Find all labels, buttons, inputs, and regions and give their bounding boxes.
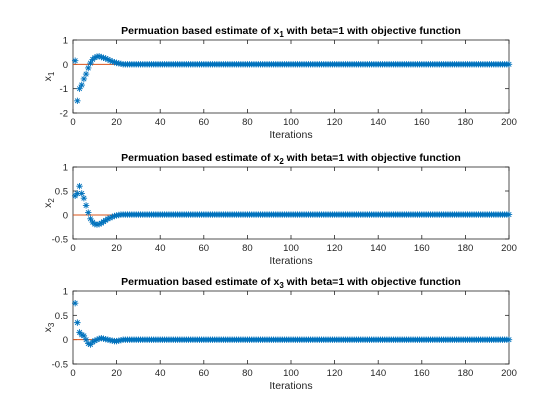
- chart-title-main: Permuation based estimate of x: [121, 276, 279, 288]
- plot-area: [73, 40, 509, 113]
- plot-area: [73, 291, 509, 364]
- y-tick-label: 0: [63, 60, 68, 71]
- data-point: [506, 211, 512, 217]
- data-point: [72, 300, 78, 306]
- x-tick-label: 20: [111, 243, 122, 254]
- x-tick-label: 20: [111, 117, 122, 128]
- y-tick-label: -0.5: [52, 360, 68, 371]
- x-tick-label: 40: [155, 117, 166, 128]
- y-axis-label: x1: [42, 71, 56, 81]
- y-tick-label: 1: [63, 36, 68, 47]
- x-tick-label: 160: [414, 243, 430, 254]
- y-tick-label: 1: [63, 163, 68, 174]
- x-tick-label: 40: [155, 243, 166, 254]
- x-tick-label: 60: [199, 368, 210, 379]
- y-tick-label: -0.5: [52, 235, 68, 246]
- data-point: [83, 202, 89, 208]
- x-tick-label: 140: [370, 243, 386, 254]
- x-tick-label: 140: [370, 368, 386, 379]
- data-point: [79, 82, 85, 88]
- x-tick-label: 180: [457, 117, 473, 128]
- data-point: [85, 209, 91, 215]
- x-tick-label: 200: [501, 243, 517, 254]
- y-axis-label-subscript: 3: [47, 322, 56, 327]
- y-tick-label: 0: [63, 335, 68, 346]
- x-tick-label: 100: [283, 368, 299, 379]
- subplot-1: Permuation based estimate of x 1 with bet…: [42, 25, 517, 141]
- x-tick-label: 0: [70, 117, 75, 128]
- x-tick-label: 180: [457, 243, 473, 254]
- x-tick-label: 180: [457, 368, 473, 379]
- data-point: [74, 98, 80, 104]
- subplot-2: Permuation based estimate of x 2 with bet…: [42, 152, 517, 267]
- chart-title: Permuation based estimate of x1 with bet…: [121, 25, 461, 39]
- y-axis-label: x3: [42, 322, 56, 332]
- subplot-3: Permuation based estimate of x 3 with bet…: [42, 276, 517, 392]
- y-axis-label-subscript: 1: [47, 71, 56, 76]
- x-tick-label: 20: [111, 368, 122, 379]
- x-tick-label: 80: [242, 368, 253, 379]
- x-tick-label: 120: [327, 117, 343, 128]
- chart-title-main: Permuation based estimate of x: [121, 25, 279, 37]
- x-axis-label: Iterations: [269, 380, 312, 392]
- y-tick-label: 0.5: [55, 187, 68, 198]
- x-tick-label: 160: [414, 117, 430, 128]
- data-point: [506, 61, 512, 67]
- x-tick-label: 60: [199, 117, 210, 128]
- x-tick-label: 80: [242, 243, 253, 254]
- chart-title-rest: with beta=1 with objective function: [284, 152, 461, 164]
- x-tick-label: 40: [155, 368, 166, 379]
- x-tick-label: 60: [199, 243, 210, 254]
- y-tick-label: -1: [60, 84, 68, 95]
- chart-title-rest: with beta=1 with objective function: [284, 276, 461, 288]
- x-tick-label: 200: [501, 368, 517, 379]
- x-tick-label: 160: [414, 368, 430, 379]
- y-axis-label: x2: [42, 198, 56, 208]
- chart-title-main: Permuation based estimate of x: [121, 152, 279, 164]
- x-tick-label: 200: [501, 117, 517, 128]
- x-tick-label: 0: [70, 243, 75, 254]
- data-point: [83, 71, 89, 77]
- chart-title: Permuation based estimate of x2 with bet…: [121, 152, 461, 166]
- x-tick-label: 120: [327, 243, 343, 254]
- x-axis-label: Iterations: [269, 255, 312, 267]
- data-point: [506, 336, 512, 342]
- y-tick-label: -2: [60, 109, 68, 120]
- chart-title: Permuation based estimate of x3 with bet…: [121, 276, 461, 290]
- y-axis-label-subscript: 2: [47, 198, 56, 203]
- data-point: [81, 195, 87, 201]
- x-tick-label: 80: [242, 117, 253, 128]
- x-tick-label: 100: [283, 243, 299, 254]
- x-tick-label: 100: [283, 117, 299, 128]
- plot-area: [73, 167, 509, 239]
- data-point: [72, 57, 78, 63]
- x-tick-label: 0: [70, 368, 75, 379]
- y-tick-label: 1: [63, 287, 68, 298]
- data-point: [76, 183, 82, 189]
- chart-title-rest: with beta=1 with objective function: [284, 25, 461, 37]
- x-axis-label: Iterations: [269, 129, 312, 141]
- y-tick-label: 0.5: [55, 311, 68, 322]
- y-tick-label: 0: [63, 211, 68, 222]
- x-tick-label: 120: [327, 368, 343, 379]
- x-tick-label: 140: [370, 117, 386, 128]
- data-point: [74, 319, 80, 325]
